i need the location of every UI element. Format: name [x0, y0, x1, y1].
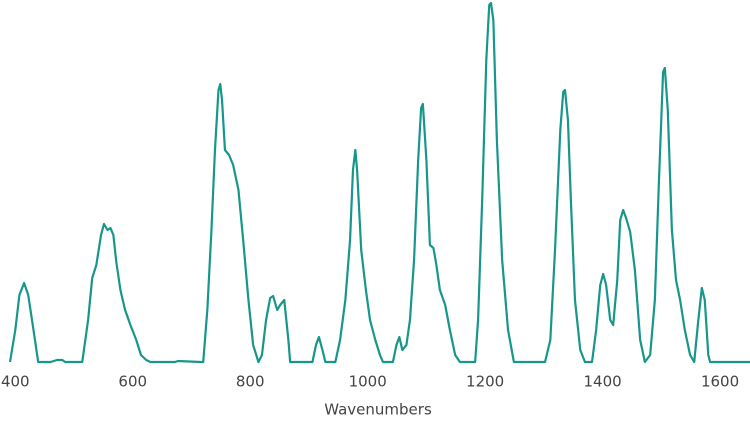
x-axis-label: Wavenumbers	[324, 401, 432, 419]
x-tick-label: 1200	[466, 373, 504, 391]
x-tick-label: 600	[118, 373, 147, 391]
x-tick-label: 1000	[349, 373, 387, 391]
x-tick-label: 400	[1, 373, 30, 391]
x-tick-label: 1600	[701, 373, 739, 391]
spectrum-line	[8, 1, 750, 364]
x-tick-label: 800	[236, 373, 265, 391]
x-tick-label: 1400	[583, 373, 621, 391]
